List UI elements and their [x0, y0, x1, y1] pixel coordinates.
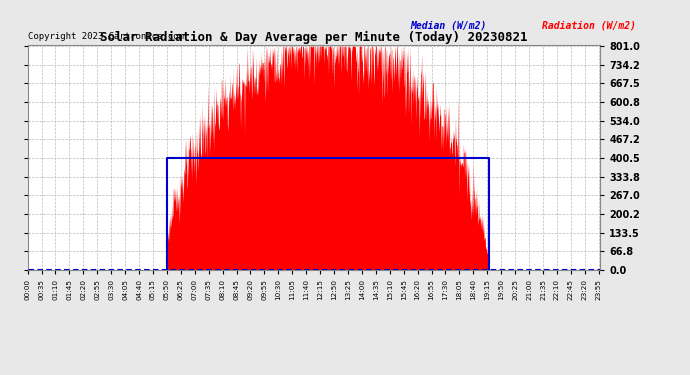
- Text: Radiation (W/m2): Radiation (W/m2): [542, 21, 635, 31]
- Text: Median (W/m2): Median (W/m2): [411, 21, 487, 31]
- Text: Copyright 2023 Cartronics.com: Copyright 2023 Cartronics.com: [28, 32, 184, 41]
- Title: Solar Radiation & Day Average per Minute (Today) 20230821: Solar Radiation & Day Average per Minute…: [100, 31, 528, 44]
